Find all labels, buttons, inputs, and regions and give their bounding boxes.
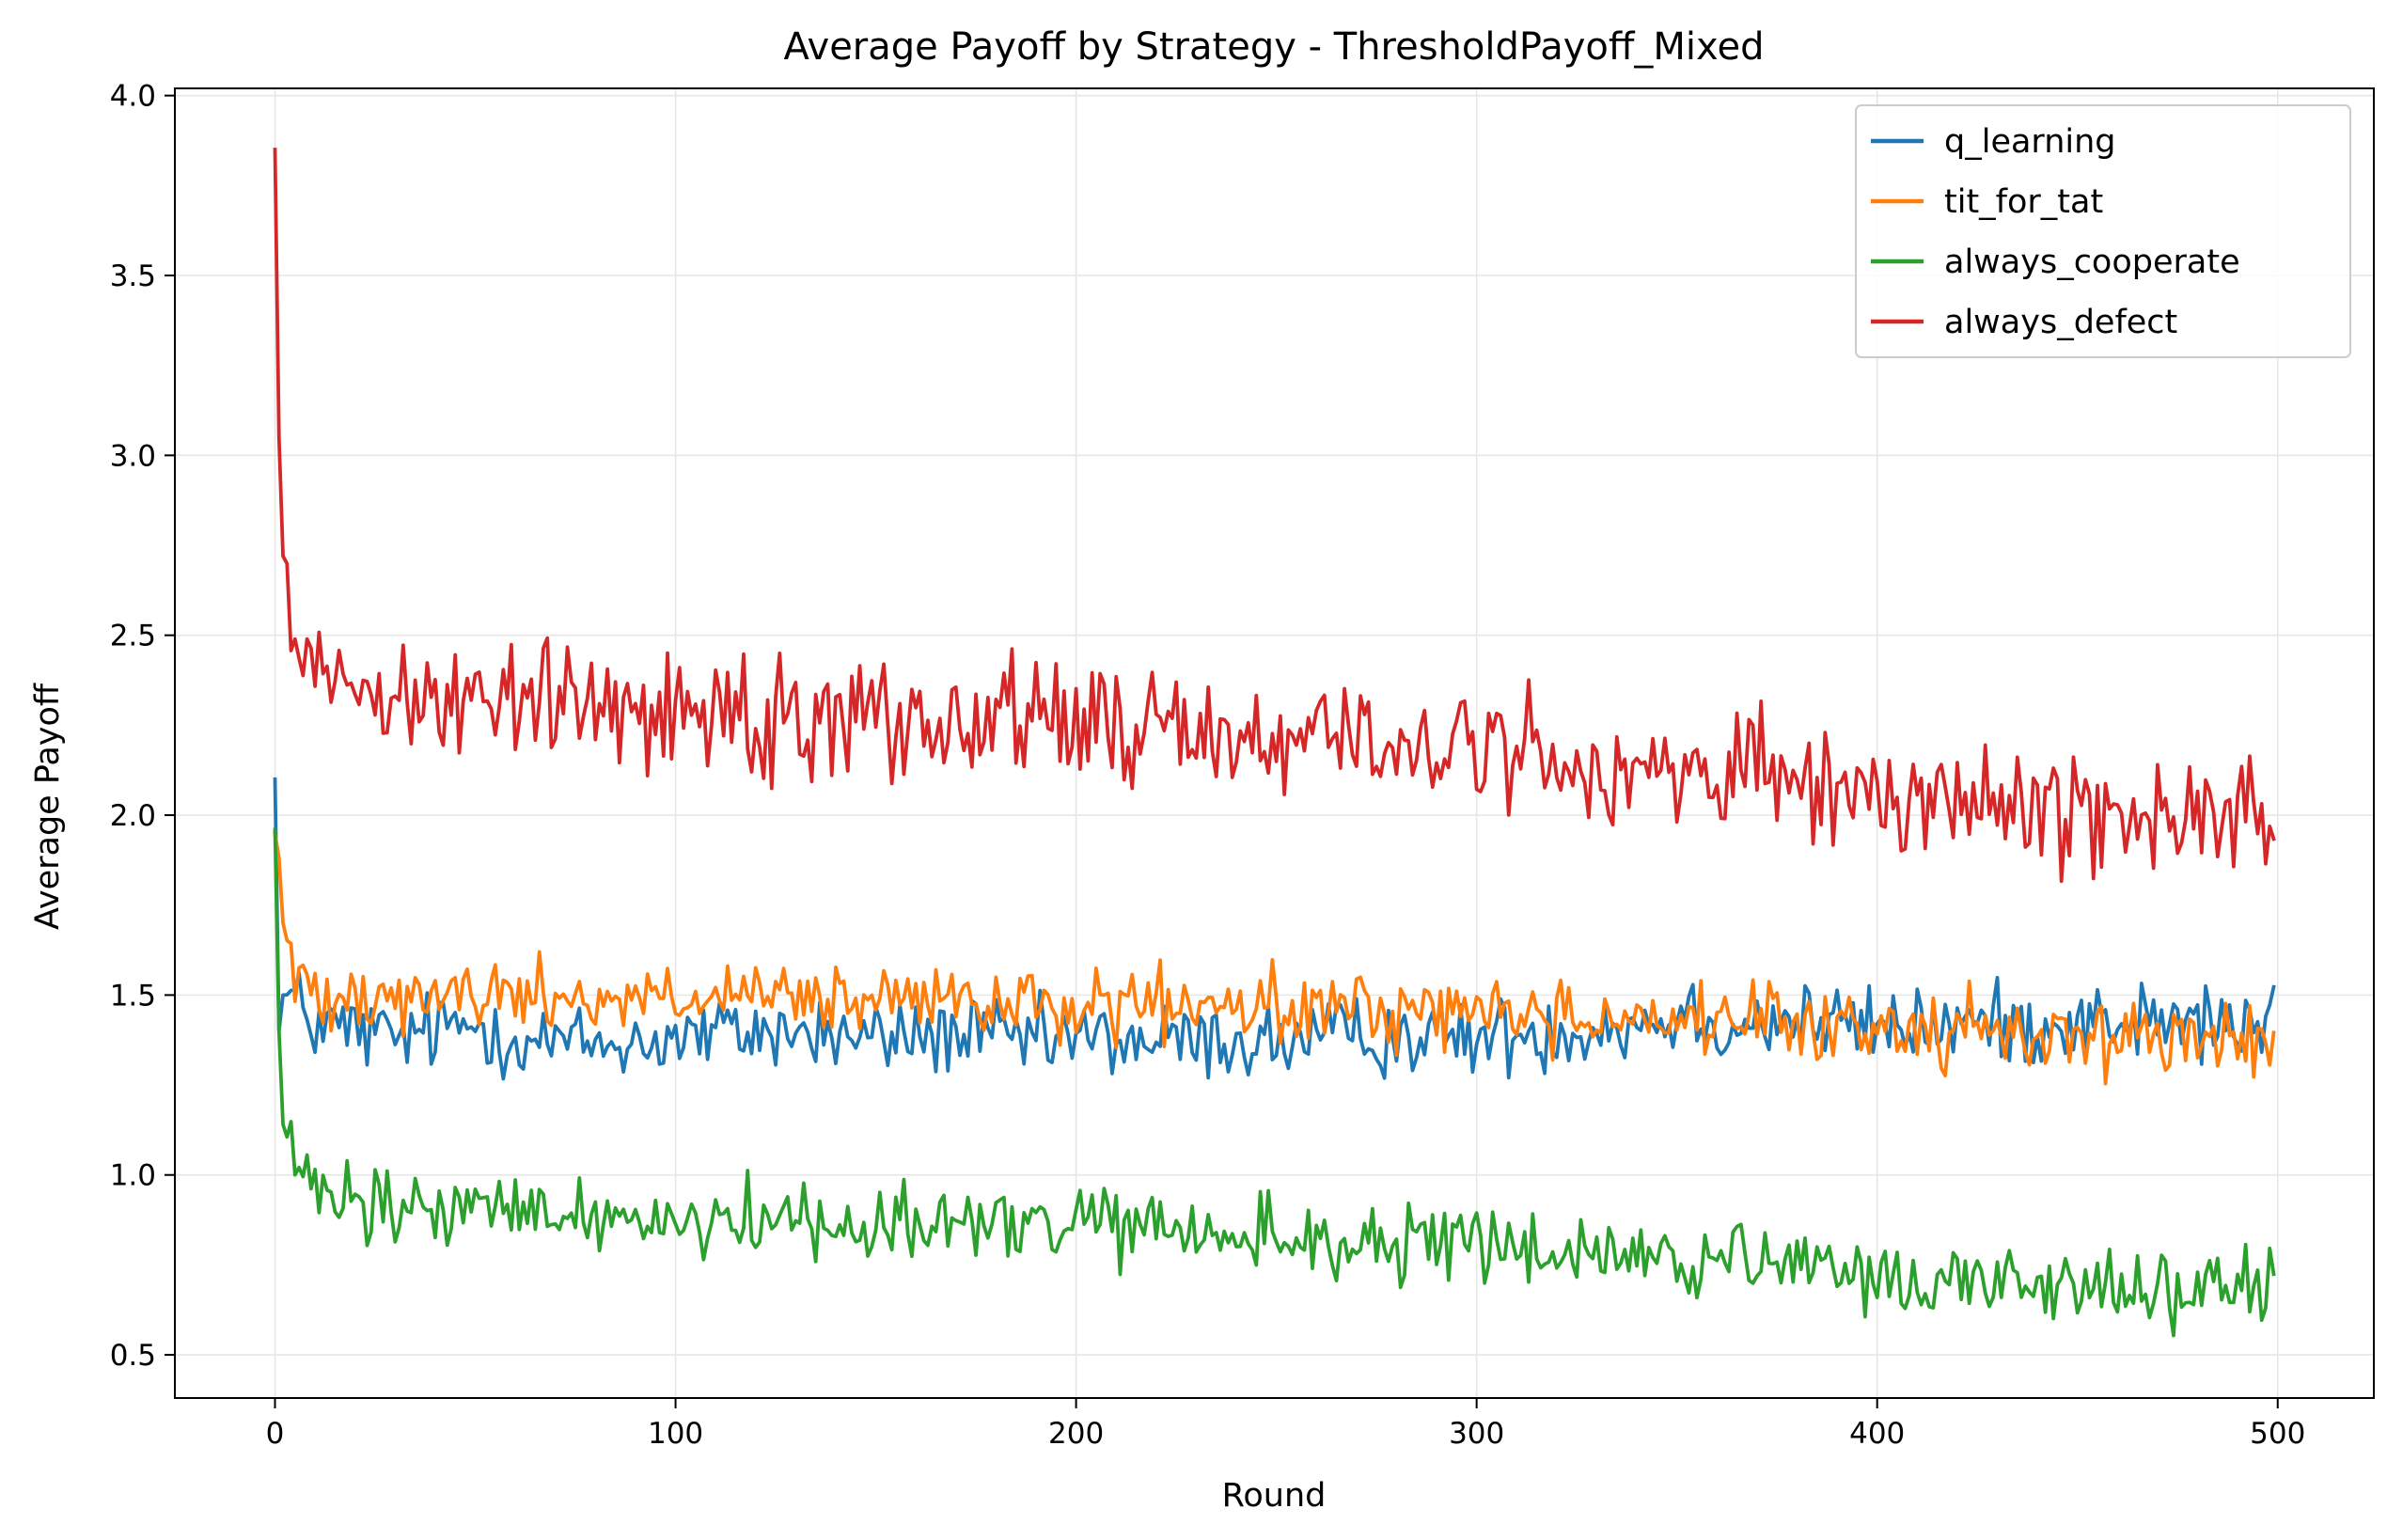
y-tick-label: 1.0 <box>110 1159 156 1193</box>
y-tick-label: 0.5 <box>110 1339 156 1373</box>
x-tick-label: 500 <box>2250 1417 2305 1451</box>
series-lines <box>273 148 2276 1338</box>
y-tick-label: 2.5 <box>110 620 156 653</box>
ticks: 0 100 200 300 400 500 0.5 1.0 1.5 2.0 2.5 3.0 3.5 4.0 <box>110 80 2306 1451</box>
y-tick-label: 3.5 <box>110 259 156 293</box>
legend-label-q-learning: q_learning <box>1944 123 2116 161</box>
x-axis-label: Round <box>1222 1477 1327 1515</box>
series-line-tit-for-tat <box>273 830 2276 1086</box>
legend-label-always-defect: always_defect <box>1944 304 2177 341</box>
y-tick-label: 3.0 <box>110 439 156 473</box>
x-tick-label: 0 <box>266 1417 285 1451</box>
legend-box <box>1855 104 2351 358</box>
legend-label-tit-for-tat: tit_for_tat <box>1944 183 2103 221</box>
series-line-always-cooperate <box>273 827 2276 1338</box>
chart-title: Average Payoff by Strategy - ThresholdPa… <box>784 25 1765 69</box>
x-tick-label: 400 <box>1849 1417 1905 1451</box>
axes <box>174 87 2375 1399</box>
y-tick-label: 1.5 <box>110 979 156 1013</box>
series-line-q-learning <box>273 777 2276 1081</box>
x-tick-label: 200 <box>1048 1417 1104 1451</box>
x-tick-label: 100 <box>648 1417 703 1451</box>
legend: q_learning tit_for_tat always_cooperatealw… <box>1855 104 2351 358</box>
legend-label-always-cooperate: always_cooperate <box>1944 244 2240 281</box>
y-axis-label: Average Payoff <box>29 683 67 930</box>
series-line-always-defect <box>273 148 2276 884</box>
y-tick-label: 4.0 <box>110 80 156 114</box>
y-tick-label: 2.0 <box>110 799 156 833</box>
plot-frame <box>174 87 2375 1399</box>
x-tick-label: 300 <box>1449 1417 1504 1451</box>
